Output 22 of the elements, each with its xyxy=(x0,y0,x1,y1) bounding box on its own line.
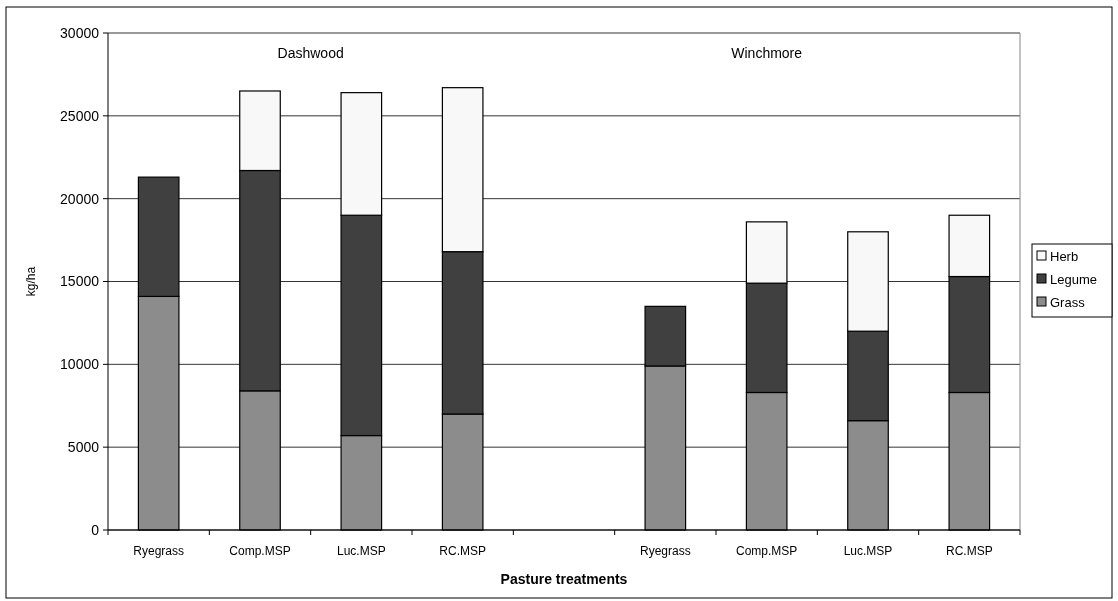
annotation: Dashwood xyxy=(277,45,344,61)
x-tick-label: Comp.MSP xyxy=(229,544,291,558)
y-tick-label: 0 xyxy=(91,521,100,538)
x-tick-label: Ryegrass xyxy=(639,544,691,558)
y-tick-label: 15000 xyxy=(60,273,100,290)
y-tick-label: 5000 xyxy=(67,439,100,456)
x-tick-label: RC.MSP xyxy=(439,544,486,558)
annotation: Winchmore xyxy=(731,45,803,61)
y-tick-label: 25000 xyxy=(60,107,100,124)
x-tick-label: Luc.MSP xyxy=(336,544,386,558)
legend-label: Grass xyxy=(1050,294,1086,310)
x-tick-label: Ryegrass xyxy=(133,544,185,558)
y-tick-label: 30000 xyxy=(60,24,100,41)
legend-label: Legume xyxy=(1050,271,1097,287)
y-axis-title: kg/ha xyxy=(24,266,38,297)
x-tick-label: RC.MSP xyxy=(946,544,993,558)
x-tick-label: Luc.MSP xyxy=(843,544,893,558)
legend-label: Herb xyxy=(1050,248,1079,264)
x-axis-title: Pasture treatments xyxy=(500,571,628,587)
y-tick-label: 10000 xyxy=(60,356,100,373)
y-tick-label: 20000 xyxy=(60,190,100,207)
x-tick-label: Comp.MSP xyxy=(735,544,798,558)
